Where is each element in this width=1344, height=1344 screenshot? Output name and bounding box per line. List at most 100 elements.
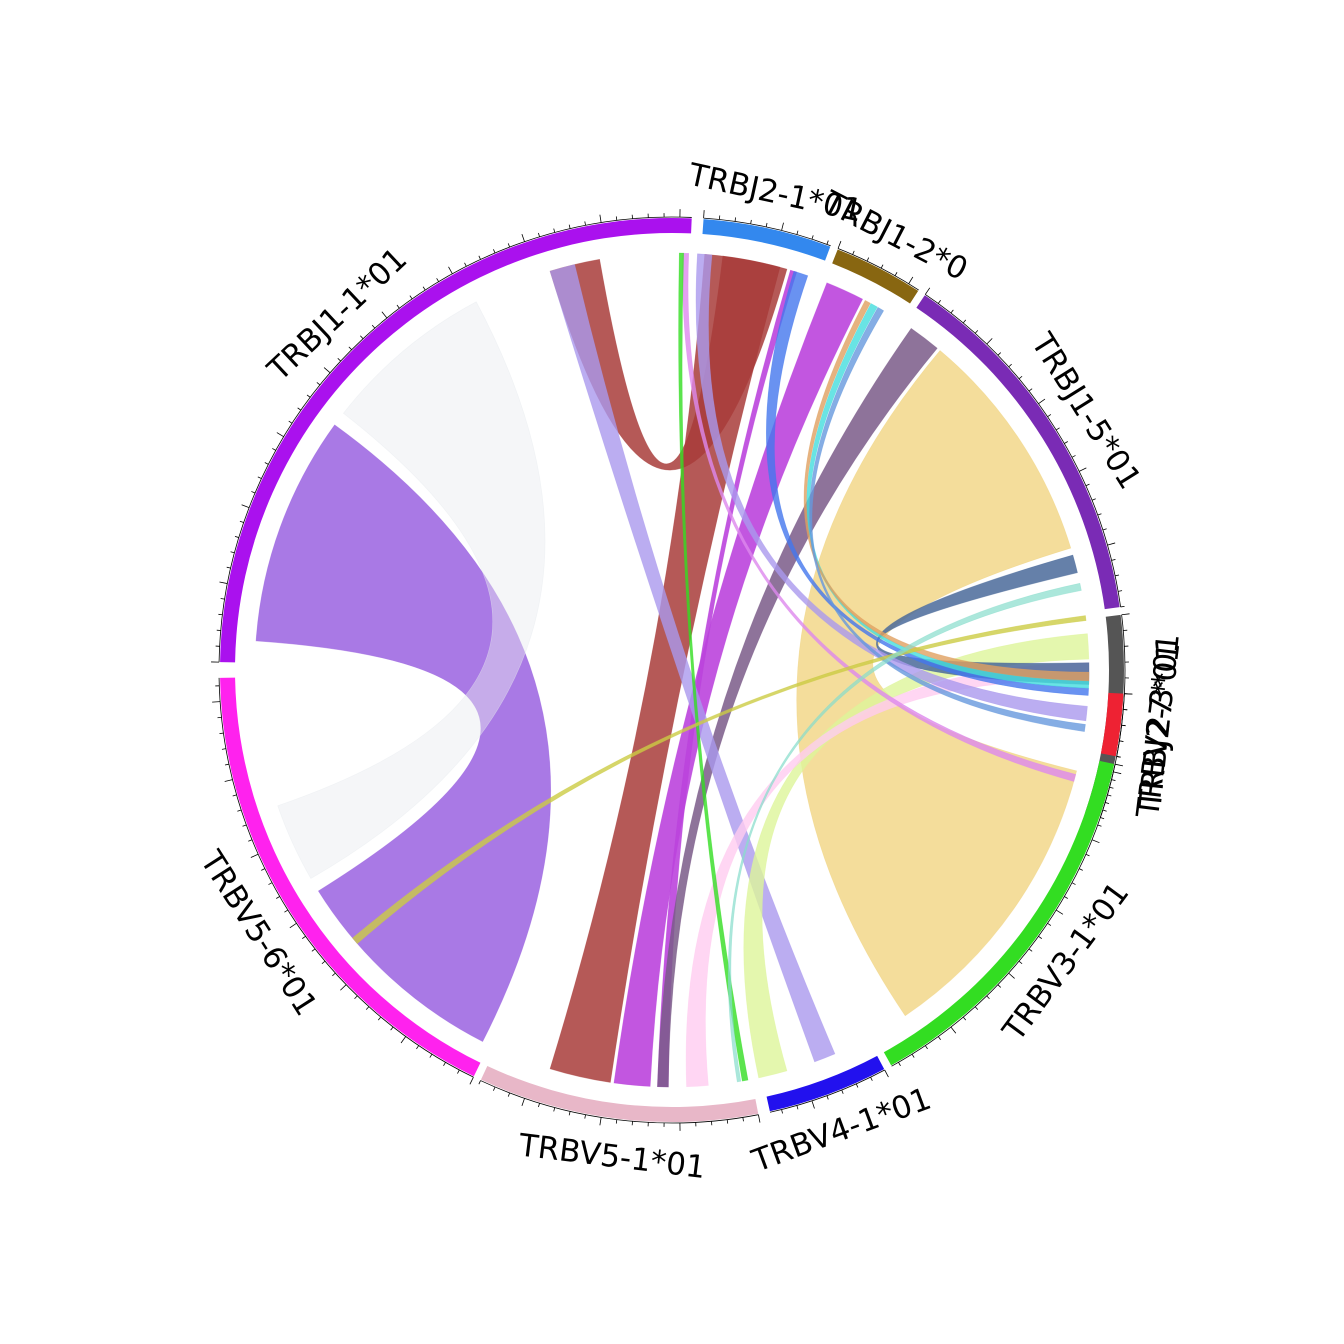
tick-baseline-trbj1-5 — [925, 294, 1121, 608]
tick-mark — [1078, 467, 1087, 472]
chord-links — [255, 252, 1090, 1088]
tick-mark — [288, 420, 293, 424]
tick-mark — [1091, 839, 1100, 844]
tick-mark — [703, 210, 705, 219]
tick-mark — [1100, 817, 1105, 820]
tick-mark — [1119, 740, 1124, 742]
tick-mark — [429, 1053, 433, 1058]
tick-mark — [297, 407, 302, 411]
tick-mark — [826, 240, 829, 245]
tick-mark — [1028, 948, 1033, 952]
chord-link-18 — [678, 252, 749, 1082]
tick-mark — [997, 984, 1002, 988]
tick-mark — [220, 598, 225, 600]
tick-mark — [493, 249, 496, 254]
tick-baseline-trbj1-2 — [837, 248, 919, 291]
tick-mark — [1120, 606, 1125, 608]
tick-mark — [986, 995, 990, 1000]
tick-mark — [340, 984, 347, 991]
tick-mark — [1071, 455, 1076, 458]
tick-mark — [232, 794, 237, 797]
tick-mark — [248, 839, 253, 842]
tick-mark — [337, 358, 341, 362]
tick-mark — [1111, 779, 1116, 781]
tick-mark — [224, 779, 233, 782]
tick-mark — [986, 338, 993, 345]
tick-mark — [1102, 809, 1107, 812]
tick-mark — [924, 287, 931, 295]
tick-mark — [226, 566, 231, 569]
tick-mark — [409, 295, 413, 300]
tick-mark — [937, 300, 941, 304]
segment-arc-trbv5-1 — [480, 1066, 759, 1123]
chord-link-1 — [277, 301, 546, 879]
tick-mark — [365, 1006, 370, 1010]
segment-arcs — [220, 217, 1124, 1123]
tick-mark — [1085, 483, 1090, 487]
tick-mark — [884, 1069, 889, 1078]
tick-mark — [1102, 528, 1107, 531]
tick-mark — [237, 809, 242, 812]
tick-mark — [457, 1069, 460, 1074]
tick-mark — [974, 1006, 979, 1010]
tick-mark — [974, 330, 979, 334]
tick-mark — [261, 868, 266, 871]
tick-mark — [1028, 388, 1033, 392]
tick-mark — [997, 352, 1002, 356]
tick-mark — [796, 230, 799, 235]
tick-mark — [870, 1076, 873, 1081]
tick-mark — [332, 972, 336, 977]
tick-mark — [584, 221, 586, 226]
tick-mark — [908, 276, 914, 284]
tick-mark — [1107, 794, 1112, 797]
tick-baseline-trbv3-1 — [891, 764, 1116, 1067]
tick-mark — [443, 1062, 446, 1066]
tick-mark — [354, 995, 358, 1000]
tick-mark — [377, 1016, 382, 1021]
tick-mark — [1097, 824, 1102, 827]
tick-mark — [796, 1105, 799, 1110]
tick-mark — [521, 1098, 525, 1107]
tick-mark — [224, 763, 229, 766]
tick-mark — [1071, 882, 1076, 885]
tick-mark — [323, 367, 331, 374]
tick-mark — [469, 1076, 474, 1085]
chord-link-7 — [796, 350, 1077, 1017]
tick-mark — [264, 462, 269, 465]
tick-mark — [568, 224, 571, 229]
tick-mark — [841, 1089, 844, 1094]
tick-mark — [852, 250, 855, 255]
tick-mark — [1113, 771, 1122, 775]
tick-mark — [321, 960, 326, 965]
segment-label-trbv5-1: TRBV5-1*01 — [516, 1127, 708, 1186]
tick-mark — [400, 1036, 407, 1044]
tick-mark — [464, 262, 467, 267]
tick-mark — [250, 853, 259, 858]
tick-mark — [239, 520, 244, 523]
tick-mark — [436, 278, 440, 282]
tick-mark — [1115, 574, 1120, 577]
tick-mark — [950, 309, 954, 314]
tick-mark — [272, 448, 276, 451]
tick-mark — [781, 222, 784, 231]
tick-mark — [811, 235, 814, 240]
tick-mark — [1111, 559, 1116, 561]
tick-mark — [1008, 363, 1012, 368]
tick-mark — [880, 264, 884, 269]
tick-baseline-trbv5-1 — [480, 1080, 759, 1124]
tick-mark — [448, 266, 453, 274]
tick-mark — [1008, 972, 1015, 979]
tick-mark — [1064, 896, 1068, 899]
segment-label-trbv27: TRBV27*01 — [1130, 640, 1187, 820]
tick-mark — [390, 1026, 394, 1031]
tick-mark — [781, 1109, 783, 1114]
chord-link-6 — [657, 327, 938, 1088]
tick-mark — [284, 909, 289, 913]
tick-mark — [911, 1053, 915, 1058]
segment-arc-trbj2-1 — [702, 219, 831, 261]
segment-label-trbv5-6: TRBV5-6*01 — [192, 844, 324, 1022]
tick-mark — [1018, 375, 1023, 380]
tick-mark — [219, 581, 228, 584]
tick-baseline-trbv5-6 — [218, 677, 474, 1078]
tick-mark — [276, 432, 284, 438]
